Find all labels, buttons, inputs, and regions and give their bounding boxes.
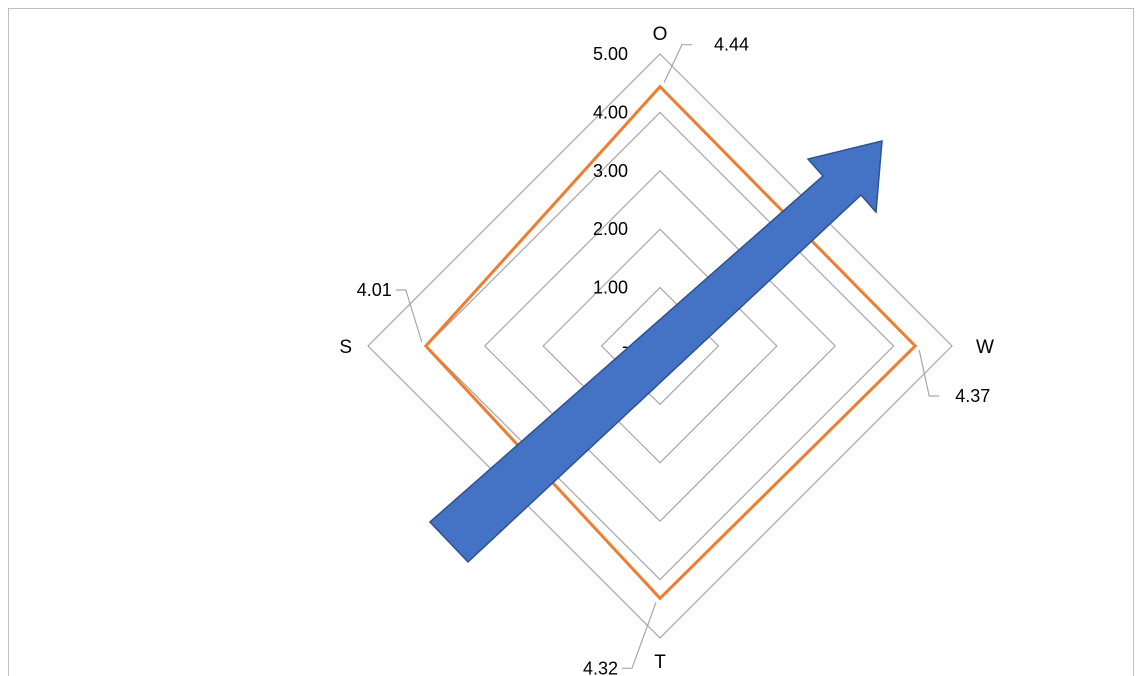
data-label-W: 4.37 bbox=[955, 386, 990, 406]
tick-label: - bbox=[622, 336, 628, 356]
category-label-S: S bbox=[339, 337, 352, 358]
data-labels: 4.44 4.37 4.32 4.01 bbox=[357, 35, 990, 676]
annotation-layer bbox=[428, 140, 883, 564]
tick-label: 5.00 bbox=[593, 44, 628, 64]
leader-line-3 bbox=[395, 289, 423, 343]
tick-label: 1.00 bbox=[593, 278, 628, 298]
data-label-S: 4.01 bbox=[357, 280, 392, 300]
tick-label: 2.00 bbox=[593, 219, 628, 239]
data-label-leaders bbox=[395, 44, 940, 669]
data-label-O: 4.44 bbox=[714, 35, 749, 55]
category-label-W: W bbox=[976, 337, 994, 358]
category-labels: O W T S bbox=[339, 24, 994, 673]
data-label-T: 4.32 bbox=[583, 658, 618, 676]
series-layer bbox=[423, 84, 918, 601]
tick-labels: - 1.00 2.00 3.00 4.00 5.00 bbox=[593, 44, 628, 356]
gridline-3 bbox=[483, 169, 837, 523]
category-label-O: O bbox=[653, 24, 668, 45]
tick-label: 3.00 bbox=[593, 161, 628, 181]
arrow-icon bbox=[428, 140, 883, 564]
chart-area bbox=[8, 8, 1134, 676]
series-line-0 bbox=[423, 84, 918, 601]
gridline-5 bbox=[367, 53, 953, 639]
leader-line-1 bbox=[918, 349, 940, 397]
category-label-T: T bbox=[654, 652, 666, 673]
tick-label: 4.00 bbox=[593, 102, 628, 122]
gridline-4 bbox=[425, 111, 895, 581]
leader-line-2 bbox=[622, 602, 657, 669]
leader-line-0 bbox=[663, 44, 692, 83]
